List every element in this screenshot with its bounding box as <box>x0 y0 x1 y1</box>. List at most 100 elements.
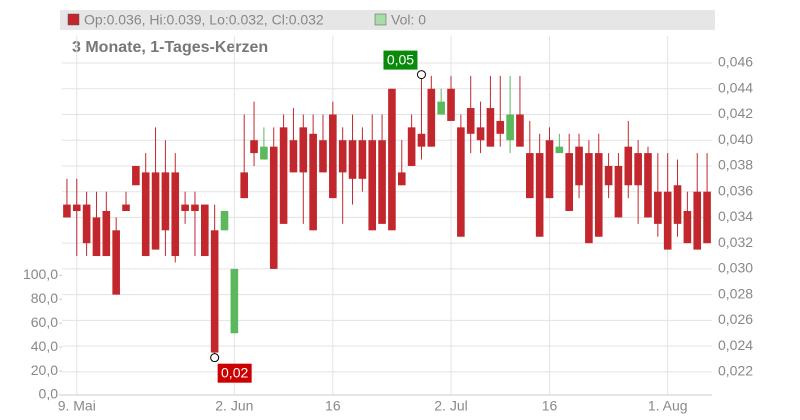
candle-body <box>102 210 111 257</box>
ohlc-header: Op:0.036, Hi:0.039, Lo:0.032, Cl:0.032 <box>84 12 324 28</box>
candle-body <box>644 153 652 218</box>
volume-swatch <box>374 13 387 26</box>
candle-body <box>279 127 288 224</box>
candle-body <box>634 153 642 186</box>
candle-body <box>181 204 189 211</box>
candle-body <box>299 127 308 173</box>
y2-tick-label: 0,0 <box>39 386 59 402</box>
candle-body <box>624 146 633 186</box>
extreme-marker <box>210 353 220 363</box>
candle-body <box>358 140 367 179</box>
candle-body <box>693 191 702 250</box>
candle-body <box>240 172 248 199</box>
candle-body <box>594 153 603 237</box>
candle-body <box>565 153 573 211</box>
candle-body <box>526 153 534 199</box>
candle-body <box>496 120 505 134</box>
candle-body <box>309 133 317 231</box>
y-tick-label: 0,026 <box>718 311 753 327</box>
candle-body <box>427 88 436 147</box>
candle-body <box>329 114 337 199</box>
candle-body <box>161 172 170 231</box>
candle-body <box>703 191 711 244</box>
candle-body <box>319 140 327 173</box>
candle-body <box>437 101 445 115</box>
y-tick-label: 0,024 <box>718 337 753 353</box>
chart-subtitle: 3 Monate, 1-Tages-Kerzen <box>72 39 268 56</box>
candle-body <box>151 172 160 250</box>
y2-tick-label: 40,0 <box>31 338 58 354</box>
y-tick-label: 0,040 <box>718 131 753 147</box>
x-tick-label: 1. Aug <box>648 398 688 414</box>
y-tick-label: 0,042 <box>718 105 753 121</box>
x-tick-label: 9. Mai <box>58 398 96 414</box>
candle-body <box>289 140 298 173</box>
candle-body <box>368 140 377 231</box>
y2-tick-label: 100,0 <box>23 266 58 282</box>
candle-body <box>555 146 564 154</box>
ohlc-swatch <box>67 13 80 26</box>
candle-body <box>171 172 180 257</box>
candle-body <box>604 165 613 186</box>
grid <box>62 36 712 395</box>
annotation-box <box>217 363 252 383</box>
candle-body <box>407 127 416 166</box>
candle-body <box>112 230 120 295</box>
candle-body <box>466 108 475 134</box>
candle-body <box>663 191 672 250</box>
y2-tick-label: 80,0 <box>31 290 58 306</box>
candle-body <box>132 165 140 186</box>
y-tick-label: 0,044 <box>718 79 753 95</box>
candle-body <box>348 140 357 179</box>
y-tick-label: 0,028 <box>718 285 753 301</box>
extreme-marker <box>416 70 426 80</box>
header-bar <box>60 10 715 30</box>
candle-body <box>476 127 485 141</box>
annotation-box <box>383 50 418 70</box>
candle-body <box>230 268 239 334</box>
y-tick-label: 0,046 <box>718 54 753 70</box>
candle-body <box>92 217 101 257</box>
candle-body <box>260 146 268 160</box>
candle-body <box>201 204 209 257</box>
candle-body <box>614 165 623 218</box>
candle-body <box>82 204 91 244</box>
candle-body <box>516 114 524 147</box>
candle-body <box>673 185 682 224</box>
candle-body <box>683 210 692 244</box>
candle-body <box>269 146 278 269</box>
candle-body <box>210 230 219 353</box>
candle-body <box>141 172 150 257</box>
annotation-label: 0,05 <box>387 51 414 67</box>
candle-body <box>220 210 229 231</box>
candle-body <box>63 204 71 218</box>
annotation-label: 0,02 <box>221 364 248 380</box>
candle-body <box>338 140 347 173</box>
y2-tick-label: 20,0 <box>31 362 58 378</box>
candle-body <box>417 133 426 147</box>
candle-body <box>72 204 81 211</box>
x-tick-label: 16 <box>542 398 558 414</box>
candle-body <box>535 153 544 237</box>
candle-body <box>447 88 455 121</box>
candle-body <box>585 153 593 244</box>
candle-body <box>388 88 396 231</box>
y2-tick-label: 60,0 <box>31 314 58 330</box>
y-tick-label: 0,038 <box>718 157 753 173</box>
candle-body <box>378 140 386 224</box>
x-tick-label: 16 <box>325 398 341 414</box>
x-tick-label: 2. Jul <box>434 398 467 414</box>
candle-body <box>654 191 662 224</box>
y-tick-label: 0,022 <box>718 363 753 379</box>
candle-body <box>575 146 583 186</box>
candle-body <box>457 127 465 237</box>
y-tick-label: 0,032 <box>718 234 753 250</box>
candle-body <box>122 204 130 211</box>
y-tick-label: 0,034 <box>718 208 753 224</box>
candle-body <box>250 140 258 154</box>
volume-header: Vol: 0 <box>391 12 426 28</box>
candle-body <box>506 114 514 141</box>
y-tick-label: 0,030 <box>718 260 753 276</box>
candle-body <box>545 140 554 199</box>
